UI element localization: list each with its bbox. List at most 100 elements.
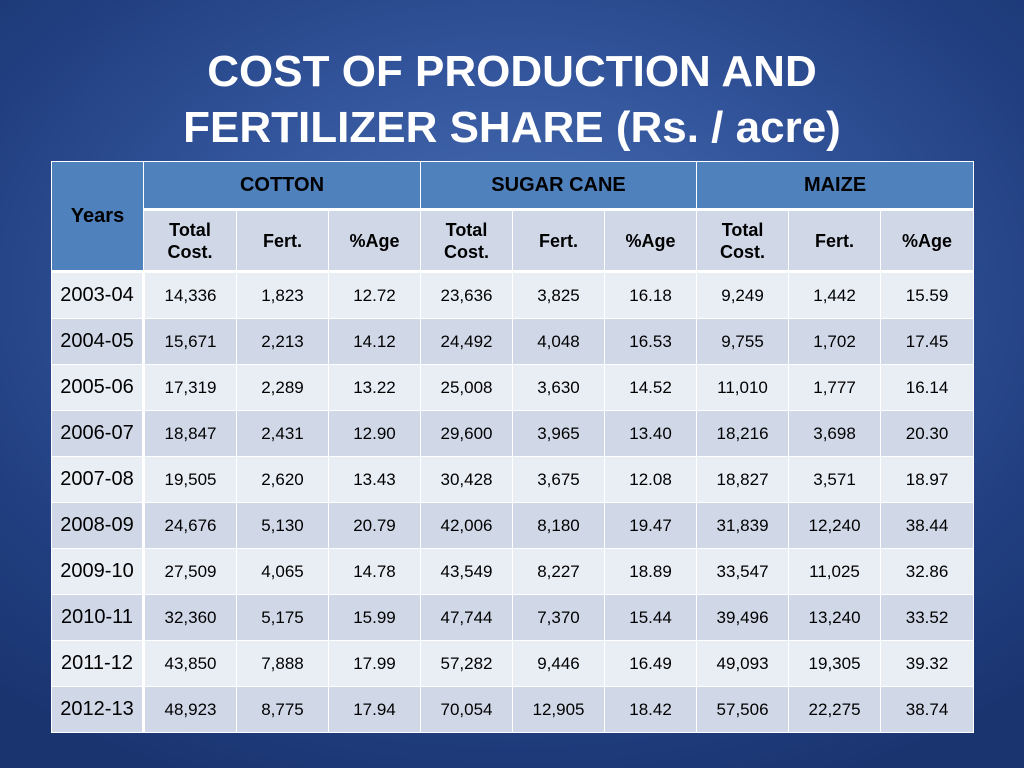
value-cell: 57,282 <box>420 640 513 687</box>
crop-header-maize: MAIZE <box>696 161 975 210</box>
value-cell: 12,240 <box>788 502 882 549</box>
value-cell: 25,008 <box>420 364 513 411</box>
value-cell: 5,130 <box>236 502 329 549</box>
value-cell: 2,431 <box>236 410 329 457</box>
value-cell: 18,827 <box>696 456 790 503</box>
value-cell: 14.52 <box>603 364 698 411</box>
value-cell: 32.86 <box>880 548 975 595</box>
value-cell: 19,505 <box>143 456 237 503</box>
table-row: 2003-04 14,336 1,823 12.72 23,636 3,825 16.18 9… <box>51 270 975 319</box>
value-cell: 30,428 <box>420 456 513 503</box>
value-cell: 20.79 <box>328 502 421 549</box>
value-cell: 18,847 <box>143 410 237 457</box>
value-cell: 38.44 <box>880 502 975 549</box>
value-cell: 57,506 <box>696 686 790 733</box>
crop-header-sugar-cane: SUGAR CANE <box>419 161 698 210</box>
slide-title-line-1: COST OF PRODUCTION AND <box>207 47 817 96</box>
value-cell: 16.49 <box>603 640 698 687</box>
value-cell: 3,965 <box>512 410 605 457</box>
value-cell: 1,823 <box>236 270 329 319</box>
value-cell: 9,446 <box>512 640 605 687</box>
value-cell: 3,698 <box>788 410 882 457</box>
subheader-row: Total Cost. Fert. %Age Total Cost. Fert. %Age To… <box>52 208 975 272</box>
value-cell: 13.40 <box>603 410 698 457</box>
table-row: 2011-12 43,850 7,888 17.99 57,282 9,446 16.49 4… <box>51 640 975 687</box>
value-cell: 7,888 <box>236 640 329 687</box>
value-cell: 16.18 <box>603 270 698 319</box>
value-cell: 32,360 <box>143 594 237 641</box>
year-cell: 2005-06 <box>51 364 145 411</box>
table-body: 2003-04 14,336 1,823 12.72 23,636 3,825 16.18 9… <box>51 270 975 733</box>
table-row: 2004-05 15,671 2,213 14.12 24,492 4,048 16.53 9… <box>51 318 975 365</box>
year-cell: 2012-13 <box>51 686 145 733</box>
value-cell: 49,093 <box>696 640 790 687</box>
value-cell: 1,702 <box>788 318 882 365</box>
table-row: 2005-06 17,319 2,289 13.22 25,008 3,630 14.52 1… <box>51 364 975 411</box>
value-cell: 14.12 <box>328 318 421 365</box>
value-cell: 24,492 <box>420 318 513 365</box>
value-cell: 12.08 <box>603 456 698 503</box>
year-cell: 2010-11 <box>51 594 145 641</box>
slide-title-line-2: FERTILIZER SHARE (Rs. / acre) <box>183 103 841 152</box>
value-cell: 33.52 <box>880 594 975 641</box>
value-cell: 19.47 <box>603 502 698 549</box>
value-cell: 42,006 <box>420 502 513 549</box>
value-cell: 3,825 <box>512 270 605 319</box>
crop-header-row: Years COTTON SUGAR CANE MAIZE <box>51 161 975 272</box>
value-cell: 38.74 <box>880 686 975 733</box>
value-cell: 3,571 <box>788 456 882 503</box>
value-cell: 5,175 <box>236 594 329 641</box>
value-cell: 17.94 <box>328 686 421 733</box>
value-cell: 1,777 <box>788 364 882 411</box>
value-cell: 8,775 <box>236 686 329 733</box>
year-cell: 2006-07 <box>51 410 145 457</box>
value-cell: 14.78 <box>328 548 421 595</box>
value-cell: 22,275 <box>788 686 882 733</box>
value-cell: 8,227 <box>512 548 605 595</box>
value-cell: 15.44 <box>603 594 698 641</box>
value-cell: 13,240 <box>788 594 882 641</box>
value-cell: 18,216 <box>696 410 790 457</box>
value-cell: 23,636 <box>420 270 513 319</box>
value-cell: 15.59 <box>880 270 975 319</box>
column-subheader: Total Cost. <box>143 208 237 272</box>
value-cell: 17.99 <box>328 640 421 687</box>
year-cell: 2003-04 <box>51 270 145 319</box>
value-cell: 1,442 <box>788 270 882 319</box>
value-cell: 3,630 <box>512 364 605 411</box>
year-cell: 2009-10 <box>51 548 145 595</box>
value-cell: 13.22 <box>328 364 421 411</box>
column-subheader: %Age <box>328 208 421 272</box>
table-row: 2006-07 18,847 2,431 12.90 29,600 3,965 13.40 1… <box>51 410 975 457</box>
year-cell: 2007-08 <box>51 456 145 503</box>
value-cell: 18.42 <box>603 686 698 733</box>
value-cell: 8,180 <box>512 502 605 549</box>
value-cell: 31,839 <box>696 502 790 549</box>
value-cell: 11,025 <box>788 548 882 595</box>
value-cell: 20.30 <box>880 410 975 457</box>
years-header: Years <box>51 161 144 272</box>
year-cell: 2008-09 <box>51 502 145 549</box>
cost-table: Years COTTON SUGAR CANE MAIZE Total Cost.… <box>51 161 975 733</box>
value-cell: 7,370 <box>512 594 605 641</box>
year-cell: 2004-05 <box>51 318 145 365</box>
column-subheader: Fert. <box>788 208 882 272</box>
column-subheader: Total Cost. <box>420 208 513 272</box>
value-cell: 9,755 <box>696 318 790 365</box>
table-row: 2010-11 32,360 5,175 15.99 47,744 7,370 15.44 3… <box>51 594 975 641</box>
value-cell: 43,549 <box>420 548 513 595</box>
value-cell: 12.90 <box>328 410 421 457</box>
value-cell: 17.45 <box>880 318 975 365</box>
value-cell: 12,905 <box>512 686 605 733</box>
value-cell: 15,671 <box>143 318 237 365</box>
value-cell: 3,675 <box>512 456 605 503</box>
value-cell: 12.72 <box>328 270 421 319</box>
value-cell: 29,600 <box>420 410 513 457</box>
table-row: 2012-13 48,923 8,775 17.94 70,054 12,905 18.42… <box>51 686 975 733</box>
value-cell: 2,289 <box>236 364 329 411</box>
value-cell: 14,336 <box>143 270 237 319</box>
value-cell: 9,249 <box>696 270 790 319</box>
value-cell: 15.99 <box>328 594 421 641</box>
column-subheader: Fert. <box>512 208 605 272</box>
value-cell: 2,213 <box>236 318 329 365</box>
